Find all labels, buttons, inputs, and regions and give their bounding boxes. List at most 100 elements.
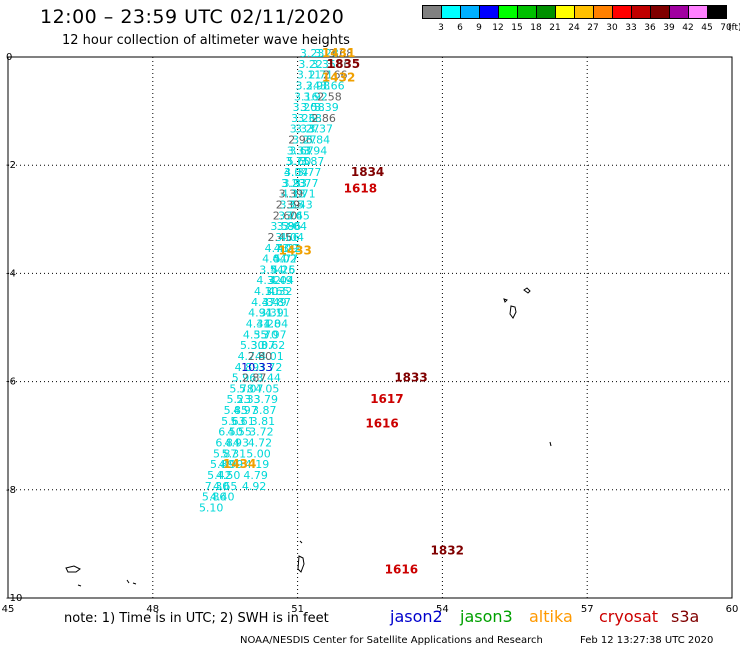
swh-value: 3.54 xyxy=(259,263,284,276)
satellite-legend-cryosat: cryosat xyxy=(599,607,659,626)
island-outline xyxy=(523,287,531,294)
swh-value: 5.33 xyxy=(236,393,261,406)
swh-value: 3.22 xyxy=(298,58,323,71)
swh-value: 5.00 xyxy=(246,447,271,460)
axis-tick-labels: 45 48 51 54 57 60 0 -2 -4 -6 -8 -10 xyxy=(2,52,739,615)
swh-value: 3.66 xyxy=(326,58,351,71)
chart-subtitle: 12 hour collection of altimeter wave hei… xyxy=(62,33,350,48)
swh-value: 2.96 xyxy=(288,134,313,147)
swh-value: 4.22 xyxy=(277,242,302,255)
swh-value: 3.87 xyxy=(252,404,277,417)
generated-timestamp: Feb 12 13:27:38 UTC 2020 xyxy=(580,635,714,646)
color-scale-label: 70 xyxy=(720,23,732,33)
y-tick-label: -8 xyxy=(6,485,16,496)
swh-value: 4.74 xyxy=(238,350,263,363)
color-scale-label: 9 xyxy=(476,23,482,33)
swh-value: 3.28 xyxy=(314,47,339,60)
swh-value: 3.87 xyxy=(267,296,292,309)
island-outline xyxy=(503,298,508,303)
color-scale-label: 36 xyxy=(644,23,656,33)
swh-value: 4.05 xyxy=(255,382,280,395)
swh-value: 4.99 xyxy=(219,458,244,471)
swh-value: 5.85 xyxy=(224,404,249,417)
swh-value: 2.86 xyxy=(311,112,336,125)
swh-value: 3.35 xyxy=(311,58,336,71)
y-tick-label: 0 xyxy=(6,52,12,63)
island-outline xyxy=(77,584,82,587)
swh-value: 3.11 xyxy=(297,69,322,82)
swh-value: 3.39 xyxy=(314,101,339,114)
swh-value: 3.58 xyxy=(300,101,325,114)
island-outlines xyxy=(65,287,552,587)
swh-value: 3.65 xyxy=(265,285,290,298)
swh-value: 5.89 xyxy=(210,458,235,471)
swh-value: 3.70 xyxy=(253,328,278,341)
x-tick-label: 51 xyxy=(291,604,304,615)
pass-time-label: 1433 xyxy=(278,243,311,257)
swh-value: 3.86 xyxy=(277,220,302,233)
island-outline xyxy=(126,579,137,585)
color-scale-swatch xyxy=(707,5,727,19)
swh-value: 4.92 xyxy=(242,480,267,493)
swh-value: 3.59 xyxy=(270,220,295,233)
lat-lon-grid xyxy=(8,57,732,598)
swh-value: 2.60 xyxy=(273,209,298,222)
swh-value: 4.55 xyxy=(227,426,252,439)
pass-time-label: 1616 xyxy=(365,417,398,431)
swh-value: 3.84 xyxy=(306,134,331,147)
swh-value: 3.79 xyxy=(253,393,278,406)
color-scale-label: 15 xyxy=(511,23,523,33)
color-scale-label: 12 xyxy=(492,23,504,33)
swh-value: 2.66 xyxy=(323,69,348,82)
swh-value: 4.32 xyxy=(256,274,281,287)
x-tick-label: 54 xyxy=(436,604,449,615)
swh-value: 5.16 xyxy=(271,263,296,276)
plot-frame xyxy=(7,56,733,599)
swh-value: 4.04 xyxy=(262,253,287,266)
island-outline xyxy=(299,540,303,544)
swh-value: 3.92 xyxy=(303,90,328,103)
swh-value: 4.50 xyxy=(216,469,241,482)
swh-value: 4.02 xyxy=(272,253,297,266)
swh-value: 10.33 xyxy=(241,361,273,374)
color-scale-unit: (ft) xyxy=(728,23,740,33)
swh-value: 4.25 xyxy=(271,263,296,276)
satellite-legend-jason2: jason2 xyxy=(390,607,443,626)
satellite-legend-s3a: s3a xyxy=(671,607,700,626)
swh-value: 4.72 xyxy=(248,437,273,450)
swh-value: 3.37 xyxy=(284,166,309,179)
x-tick-label: 45 xyxy=(2,604,15,615)
color-scale-label: 18 xyxy=(530,23,542,33)
swh-value: 3.75 xyxy=(285,155,310,168)
swh-value: 3.68 xyxy=(329,47,354,60)
swh-value: 3.07 xyxy=(251,339,276,352)
y-tick-label: -2 xyxy=(6,160,16,171)
swh-value: 7.30 xyxy=(205,480,230,493)
swh-value: 6.50 xyxy=(218,426,243,439)
pass-time-label: 1431 xyxy=(322,46,355,60)
swh-value: 3.43 xyxy=(288,198,313,211)
swh-value: 3.98 xyxy=(306,79,331,92)
color-scale-label: 30 xyxy=(606,23,618,33)
swh-value: 4.97 xyxy=(233,404,258,417)
swh-value: 3.67 xyxy=(289,144,314,157)
swh-value: 5.30 xyxy=(240,339,265,352)
color-scale-label: 33 xyxy=(625,23,637,33)
color-scale-label: 39 xyxy=(663,23,675,33)
footer-note: note: 1) Time is in UTC; 2) SWH is in fe… xyxy=(64,611,329,626)
swh-value: 3.37 xyxy=(309,123,334,136)
swh-value: 5.23 xyxy=(226,393,251,406)
swh-value: 3.23 xyxy=(281,177,306,190)
swh-value: 4.73 xyxy=(265,242,290,255)
island-outline xyxy=(297,555,305,573)
swh-value: 3.04 xyxy=(282,220,307,233)
swh-value: 5.61 xyxy=(230,415,255,428)
swh-value: 3.97 xyxy=(262,328,287,341)
swh-value: 3.66 xyxy=(275,231,300,244)
swh-value: 4.47 xyxy=(251,296,276,309)
satellite-legend-altika: altika xyxy=(529,607,573,626)
swh-value: 4.04 xyxy=(269,274,294,287)
pass-time-label: 1833 xyxy=(394,371,427,385)
swh-value: 3.93 xyxy=(282,177,307,190)
